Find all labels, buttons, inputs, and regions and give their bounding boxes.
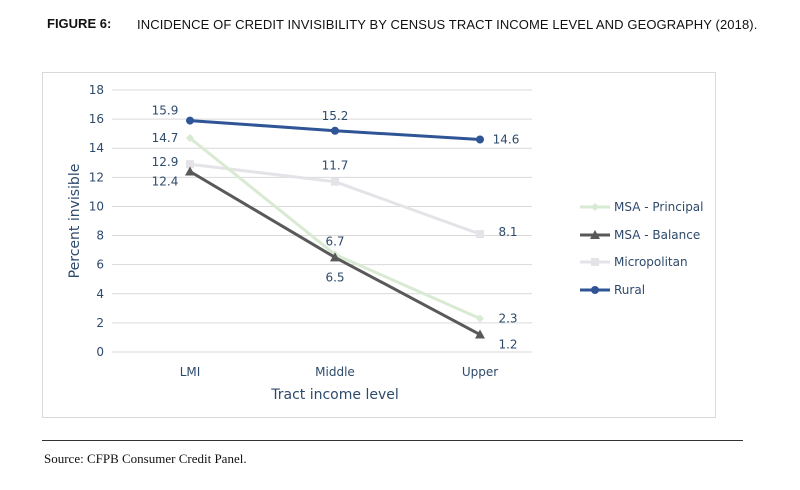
data-label: 12.9: [152, 155, 179, 169]
x-tick-label: Upper: [462, 365, 498, 379]
legend-marker: [591, 286, 599, 294]
source-divider: [42, 440, 743, 441]
figure-label: FIGURE 6:: [47, 16, 112, 31]
data-label: 8.1: [498, 225, 517, 239]
y-tick-label: 6: [96, 258, 104, 272]
chart-frame: [42, 72, 716, 418]
data-label: 2.3: [498, 312, 517, 326]
data-label: 1.2: [498, 338, 517, 352]
data-label: 12.4: [152, 175, 179, 189]
y-tick-label: 18: [89, 83, 104, 97]
y-tick-label: 4: [96, 287, 104, 301]
y-tick-label: 8: [96, 229, 104, 243]
legend-label: MSA - Principal: [614, 200, 704, 214]
data-label: 11.7: [322, 159, 349, 173]
source-note: Source: CFPB Consumer Credit Panel.: [44, 451, 247, 466]
legend-label: MSA - Balance: [614, 228, 700, 242]
data-label: 6.5: [325, 270, 344, 284]
data-label: 14.6: [493, 132, 520, 146]
data-point: [331, 177, 339, 186]
y-tick-label: 0: [96, 345, 104, 359]
x-tick-label: Middle: [315, 365, 355, 379]
y-tick-label: 14: [89, 141, 104, 155]
data-label: 6.7: [325, 234, 344, 248]
legend-label: Rural: [614, 283, 645, 297]
data-point: [330, 252, 340, 262]
data-label: 14.7: [152, 131, 179, 145]
data-label: 15.2: [322, 109, 349, 123]
y-tick-label: 16: [89, 112, 104, 126]
figure-title: INCIDENCE OF CREDIT INVISIBILITY BY CENS…: [137, 17, 758, 32]
y-axis-title: Percent invisible: [67, 164, 83, 279]
y-tick-label: 2: [96, 316, 104, 330]
x-axis-title: Tract income level: [270, 387, 398, 403]
data-point: [186, 160, 194, 169]
x-tick-label: LMI: [180, 365, 201, 379]
y-tick-label: 12: [89, 170, 104, 184]
data-point: [476, 314, 484, 323]
legend-marker: [590, 230, 600, 239]
data-point: [475, 329, 485, 339]
data-label: 15.9: [152, 104, 179, 118]
data-point: [185, 166, 195, 176]
y-tick-label: 10: [89, 199, 104, 213]
legend-marker: [591, 258, 599, 266]
data-point: [476, 135, 484, 144]
legend-marker: [591, 203, 599, 211]
legend-label: Micropolitan: [614, 255, 688, 269]
data-point: [331, 126, 339, 135]
data-point: [186, 116, 194, 125]
data-point: [476, 230, 484, 239]
data-point: [186, 134, 194, 143]
